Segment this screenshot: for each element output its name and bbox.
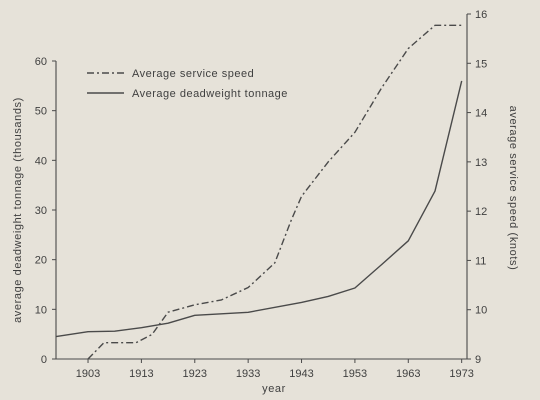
x-tick-label: 1913	[129, 368, 153, 380]
left-tick-label: 30	[35, 205, 47, 217]
right-tick-label: 16	[475, 9, 487, 21]
left-tick-label: 60	[35, 56, 47, 68]
x-tick-label: 1973	[449, 368, 473, 380]
x-axis-title: year	[262, 383, 286, 395]
right-tick-label: 13	[475, 157, 487, 169]
left-tick-label: 0	[41, 354, 47, 366]
right-tick-label: 9	[475, 354, 481, 366]
right-tick-label: 15	[475, 58, 487, 70]
right-tick-label: 14	[475, 108, 487, 120]
left-axis-ticks: 0 10 20 30 40 50 60	[35, 56, 56, 366]
legend-label-deadweight-tonnage: Average deadweight tonnage	[132, 88, 288, 100]
series-layer	[55, 24, 463, 360]
right-axis-title: average service speed (knots)	[507, 106, 519, 271]
x-tick-label: 1953	[343, 368, 367, 380]
series-line-1	[55, 80, 463, 338]
x-tick-label: 1923	[183, 368, 207, 380]
left-tick-label: 50	[35, 106, 47, 118]
x-tick-label: 1963	[396, 368, 420, 380]
left-axis-title: average deadweight tonnage (thousands)	[12, 97, 24, 323]
x-tick-label: 1933	[236, 368, 260, 380]
left-tick-label: 10	[35, 304, 47, 316]
left-tick-label: 40	[35, 155, 47, 167]
series-line-0	[87, 24, 462, 360]
x-tick-label: 1943	[289, 368, 313, 380]
right-tick-label: 12	[475, 206, 487, 218]
right-axis-ticks: 9 10 11 12 13 14 15 16	[467, 9, 487, 366]
x-axis-ticks: 1903 1913 1923 1933 1943 1953 1963 1973	[76, 359, 474, 380]
right-tick-label: 11	[475, 255, 486, 267]
legend-label-service-speed: Average service speed	[132, 68, 254, 80]
legend: Average service speed Average deadweight…	[87, 68, 288, 100]
right-tick-label: 10	[475, 305, 487, 317]
left-tick-label: 20	[35, 255, 47, 267]
x-tick-label: 1903	[76, 368, 100, 380]
